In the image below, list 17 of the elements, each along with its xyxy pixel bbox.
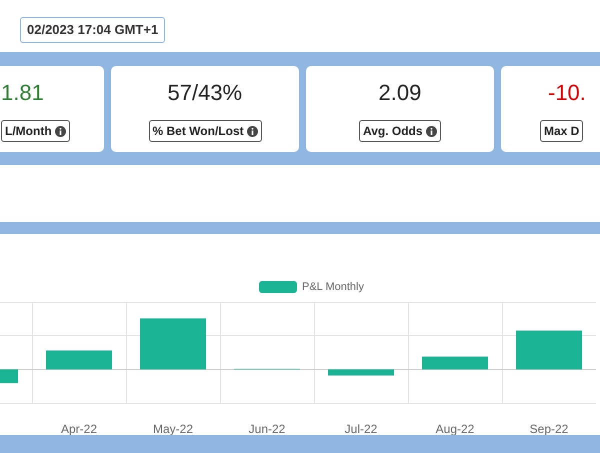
text: 2.09 [378, 80, 422, 105]
x-tick-label: Jun-22 [248, 422, 286, 436]
text: 02/2023 17:04 GMT+1 [27, 22, 158, 37]
text: Avg. Odds [363, 123, 423, 140]
x-tick-label: Jul-22 [344, 422, 378, 436]
bar [328, 369, 394, 376]
text: -10. [548, 80, 586, 105]
text: % Bet Won/Lost [152, 123, 244, 140]
bar [140, 318, 206, 370]
text: 1.81 [1, 80, 44, 105]
text: L/Month [5, 123, 52, 140]
legend-label: P&L Monthly [302, 281, 364, 293]
text: 57/43% [168, 80, 242, 105]
bar [422, 356, 488, 370]
bar [516, 330, 582, 370]
text: Max D [544, 123, 580, 140]
bar [46, 350, 112, 370]
